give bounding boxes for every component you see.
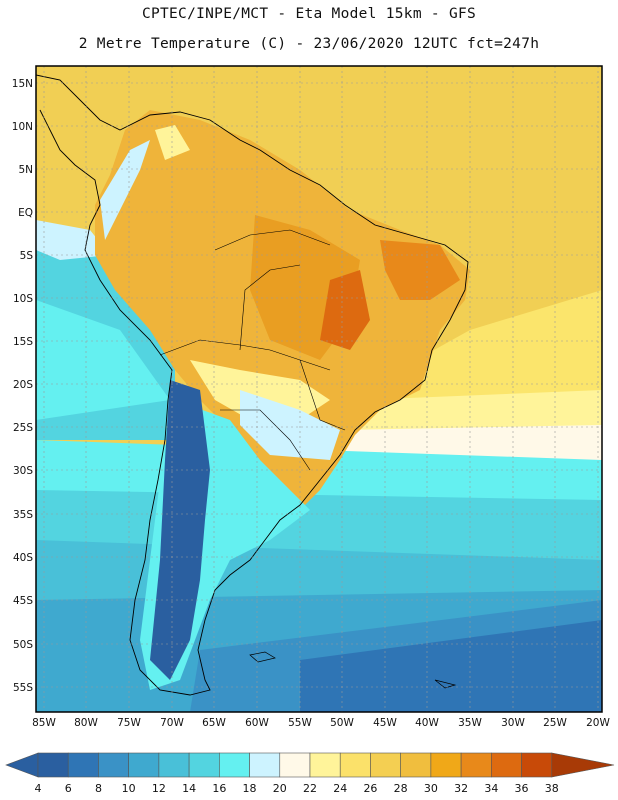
legend-swatch: [219, 752, 250, 778]
zone-la-plata: [240, 390, 340, 460]
lon-label: 85W: [32, 717, 56, 729]
lat-label: 25S: [13, 422, 33, 434]
legend-tick-label: 14: [182, 782, 196, 795]
legend-swatch: [249, 752, 281, 778]
legend-arrow-low: [5, 752, 39, 778]
legend-swatch: [370, 752, 401, 778]
legend-swatch: [521, 752, 553, 778]
legend-tick-label: 28: [394, 782, 408, 795]
lon-label: 65W: [202, 717, 226, 729]
color-legend: 4 6 8 10 12 14 16 18 20 22 24 26 28 30 32 34 36 38: [5, 752, 615, 795]
lon-label: 30W: [501, 717, 525, 729]
temperature-map: 15N 10N 5N EQ 5S 10S 15S 20S 25S 30S 35S 40S 45S 50S 5…: [12, 65, 610, 729]
legend-swatch: [98, 752, 129, 778]
zone-hot-spot: [320, 270, 370, 350]
lat-label: 10N: [12, 121, 33, 133]
lon-label: 80W: [74, 717, 98, 729]
legend-swatch: [400, 752, 432, 778]
map-title-line2: 2 Metre Temperature (C) - 23/06/2020 12U…: [78, 36, 540, 52]
zone-southern-transition: [190, 360, 330, 420]
lat-label: 5N: [18, 164, 33, 176]
lat-label: 50S: [13, 639, 33, 651]
lat-label: 15N: [12, 78, 33, 90]
map-title-line1: CPTEC/INPE/MCT - Eta Model 15km - GFS: [141, 6, 477, 22]
lon-label: 75W: [117, 717, 141, 729]
legend-tick-label: 4: [35, 782, 42, 795]
legend-swatch: [158, 752, 190, 778]
lat-label: 55S: [13, 682, 33, 694]
lon-label: 55W: [288, 717, 312, 729]
lat-label: 5S: [20, 250, 34, 262]
lon-label: 60W: [245, 717, 269, 729]
lon-label: 25W: [543, 717, 567, 729]
legend-tick-label: 22: [303, 782, 317, 795]
legend-tick-label: 8: [95, 782, 102, 795]
lat-label: 10S: [13, 293, 33, 305]
zone-venezuela-pale: [155, 125, 190, 160]
latitude-labels: 15N 10N 5N EQ 5S 10S 15S 20S 25S 30S 35S 40S 45S 50S 5…: [12, 78, 34, 694]
legend-tick-label: 34: [484, 782, 498, 795]
legend-swatch: [309, 752, 341, 778]
zone-pacific-pale: [36, 220, 110, 260]
legend-tick-label: 32: [454, 782, 468, 795]
lon-label: 50W: [330, 717, 354, 729]
zone-north-andes-cool: [100, 140, 150, 240]
legend-tick-label: 30: [424, 782, 438, 795]
lon-label: 35W: [458, 717, 482, 729]
legend-tick-label: 38: [545, 782, 559, 795]
legend-swatch: [491, 752, 522, 778]
legend-tick-label: 10: [122, 782, 136, 795]
zone-northeast-hot: [380, 240, 460, 300]
lat-label: 20S: [13, 379, 33, 391]
lon-label: 40W: [415, 717, 439, 729]
lon-label: 20W: [586, 717, 610, 729]
legend-swatch: [460, 752, 492, 778]
longitude-labels: 85W 80W 75W 70W 65W 60W 55W 50W 45W 40W 35W 30W 25W 2…: [32, 717, 610, 729]
legend-tick-label: 12: [152, 782, 166, 795]
lon-label: 45W: [373, 717, 397, 729]
lon-label: 70W: [160, 717, 184, 729]
legend-swatch: [430, 752, 462, 778]
legend-arrow-high: [551, 752, 615, 778]
lat-label: 35S: [13, 509, 33, 521]
map-frame: [35, 65, 603, 713]
legend-tick-label: 26: [363, 782, 377, 795]
graticule: [36, 66, 602, 712]
legend-swatch: [67, 752, 99, 778]
lat-label: 15S: [13, 336, 33, 348]
zone-southern-ocean-c: [300, 620, 602, 712]
legend-swatch: [188, 752, 220, 778]
zone-andes-cold: [150, 380, 210, 680]
legend-swatch: [339, 752, 371, 778]
legend-tick-label: 18: [243, 782, 257, 795]
legend-tick-label: 24: [333, 782, 347, 795]
lat-label: 45S: [13, 595, 33, 607]
legend-swatch: [279, 752, 311, 778]
coastline: [36, 74, 469, 696]
legend-tick-label: 36: [515, 782, 529, 795]
legend-tick-label: 20: [273, 782, 287, 795]
legend-swatch: [37, 752, 69, 778]
legend-swatch: [128, 752, 160, 778]
zone-pacific-cyan: [36, 300, 170, 420]
lat-label: EQ: [18, 207, 33, 219]
legend-tick-label: 6: [65, 782, 72, 795]
lat-label: 30S: [13, 465, 33, 477]
legend-tick-label: 16: [212, 782, 226, 795]
lat-label: 40S: [13, 552, 33, 564]
